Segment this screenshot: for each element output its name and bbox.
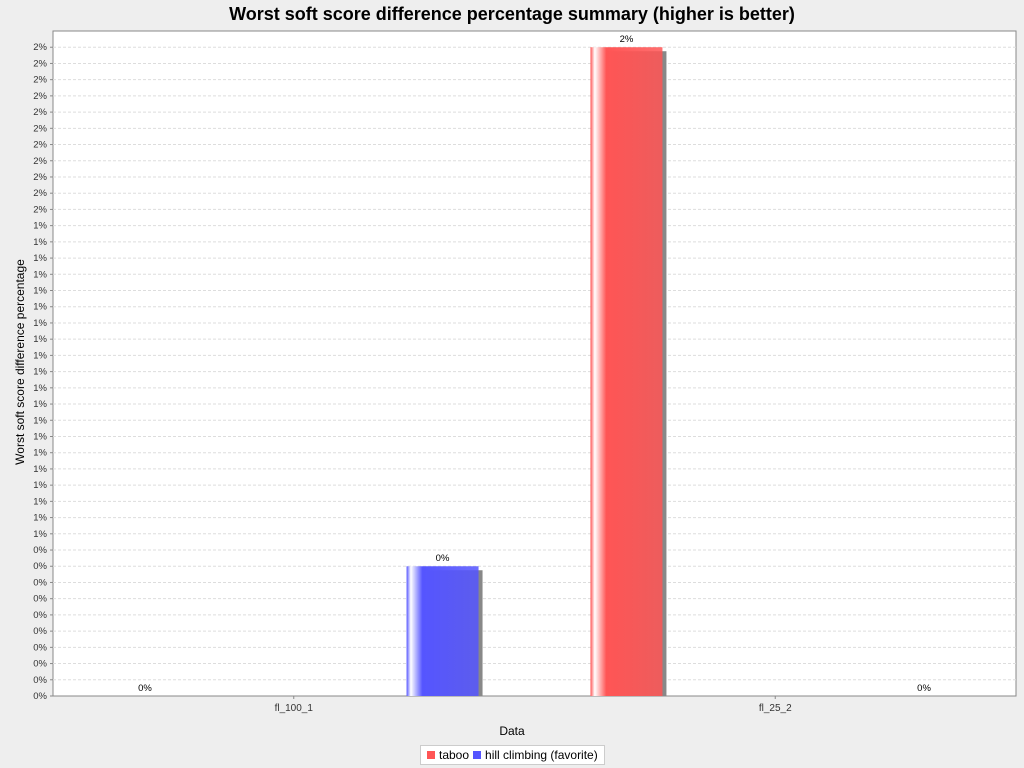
y-tick-label: 0%	[33, 577, 47, 588]
y-tick-label: 0%	[33, 594, 47, 605]
chart-title: Worst soft score difference percentage s…	[229, 4, 795, 24]
y-axis-label: Worst soft score difference percentage	[13, 259, 27, 465]
data-label: 0%	[917, 683, 931, 694]
y-tick-label: 1%	[33, 334, 47, 345]
y-tick-label: 2%	[33, 91, 47, 102]
data-label: 0%	[436, 553, 450, 564]
y-tick-label: 2%	[33, 107, 47, 118]
legend-item-hill-climbing: hill climbing (favorite)	[471, 748, 598, 762]
y-tick-label: 2%	[33, 188, 47, 199]
x-tick-label-fl_100_1: fl_100_1	[275, 703, 314, 714]
y-tick-label: 1%	[33, 513, 47, 524]
y-tick-label: 2%	[33, 123, 47, 134]
y-tick-label: 0%	[33, 561, 47, 572]
legend-swatch-hill-climbing	[473, 751, 482, 759]
y-tick-label: 1%	[33, 269, 47, 280]
y-tick-label: 1%	[33, 480, 47, 491]
bar-hill-fl_100_1	[406, 566, 479, 696]
y-tick-label: 1%	[33, 302, 47, 313]
y-tick-label: 2%	[33, 58, 47, 69]
y-tick-label: 1%	[33, 383, 47, 394]
y-tick-label: 1%	[33, 237, 47, 248]
legend-item-taboo: taboo	[425, 748, 469, 762]
y-tick-label: 1%	[33, 448, 47, 459]
y-tick-label: 1%	[33, 367, 47, 378]
y-tick-label: 1%	[33, 399, 47, 410]
bars: 0% 0% 2% 0%	[138, 34, 931, 697]
y-tick-label: 1%	[33, 318, 47, 329]
data-label: 2%	[620, 34, 634, 45]
legend-label-taboo: taboo	[439, 748, 470, 762]
x-axis-label: Data	[499, 724, 525, 738]
y-tick-label: 1%	[33, 415, 47, 426]
legend-label-hill-climbing: hill climbing (favorite)	[485, 748, 598, 762]
y-tick-label: 2%	[33, 172, 47, 183]
y-axis-ticks: 0% 0% 0% 0% 0% 0% 0% 0% 0% 0% 1% 1% 1% 1% 1% 1% 1% 1% 1% 1%…	[33, 42, 53, 702]
y-tick-label: 2%	[33, 204, 47, 215]
legend: taboo hill climbing (favorite)	[420, 745, 605, 765]
x-tick-label-fl_25_2: fl_25_2	[759, 703, 792, 714]
y-tick-label: 1%	[33, 529, 47, 540]
y-tick-label: 1%	[33, 221, 47, 232]
data-label: 0%	[138, 683, 152, 694]
y-tick-label: 0%	[33, 626, 47, 637]
y-tick-label: 2%	[33, 75, 47, 86]
legend-swatch-taboo	[427, 751, 435, 759]
y-tick-label: 0%	[33, 610, 47, 621]
y-tick-label: 1%	[33, 286, 47, 297]
y-tick-label: 0%	[33, 642, 47, 653]
y-tick-label: 0%	[33, 659, 47, 670]
y-tick-label: 0%	[33, 545, 47, 556]
y-tick-label: 1%	[33, 431, 47, 442]
y-tick-label: 1%	[33, 464, 47, 475]
y-tick-label: 2%	[33, 140, 47, 151]
y-tick-label: 2%	[33, 42, 47, 53]
y-tick-label: 0%	[33, 675, 47, 686]
gridlines	[53, 46, 1016, 681]
y-tick-label: 0%	[33, 691, 47, 702]
y-tick-label: 1%	[33, 253, 47, 264]
y-tick-label: 2%	[33, 156, 47, 167]
plot-area	[52, 30, 1017, 697]
bar-taboo-fl_25_2	[590, 47, 663, 697]
y-tick-label: 1%	[33, 496, 47, 507]
x-axis-ticks: fl_100_1 fl_25_2	[275, 696, 792, 714]
y-tick-label: 1%	[33, 350, 47, 361]
